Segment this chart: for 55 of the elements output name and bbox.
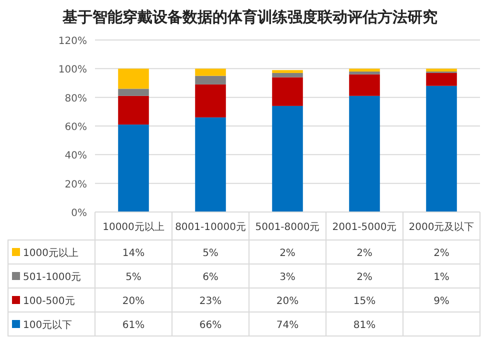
- data-label: 20%: [276, 296, 299, 307]
- data-label: 15%: [353, 296, 376, 307]
- bar: [195, 68, 226, 76]
- y-tick-label: 80%: [64, 93, 87, 104]
- legend-label: 501-1000元: [23, 272, 82, 283]
- x-tick-label: 2000元及以下: [408, 221, 474, 233]
- bar: [272, 77, 303, 106]
- data-label: 5%: [202, 248, 218, 259]
- legend-label: 1000元以上: [23, 247, 78, 259]
- x-tick-label: 10000元以上: [102, 221, 164, 233]
- data-label: 74%: [276, 320, 299, 331]
- data-label: 2%: [280, 248, 296, 259]
- bar: [426, 68, 457, 72]
- bar: [118, 96, 149, 125]
- legend-label: 100元以下: [23, 319, 72, 331]
- y-tick-label: 20%: [64, 179, 87, 190]
- bar: [118, 88, 149, 96]
- bar: [195, 84, 226, 118]
- bar: [195, 76, 226, 84]
- y-tick-label: 0%: [71, 208, 87, 219]
- bar: [426, 86, 457, 212]
- y-tick-label: 120%: [58, 36, 87, 47]
- data-label: 81%: [353, 320, 376, 331]
- y-tick-label: 100%: [58, 64, 87, 76]
- x-tick-label: 5001-8000元: [255, 222, 320, 233]
- bar: [349, 68, 380, 72]
- data-label: 20%: [122, 296, 145, 307]
- bar: [272, 72, 303, 78]
- data-label: 3%: [280, 272, 296, 283]
- bar: [349, 74, 380, 96]
- y-tick-label: 60%: [64, 122, 87, 133]
- y-tick-label: 40%: [64, 150, 87, 162]
- data-label: 9%: [434, 296, 450, 307]
- bar: [118, 68, 149, 89]
- data-label: 66%: [199, 320, 222, 331]
- x-tick-label: 8001-10000元: [175, 222, 246, 233]
- bar: [118, 124, 149, 212]
- x-tick-label: 2001-5000元: [332, 222, 397, 233]
- data-label: 2%: [434, 248, 450, 259]
- bar: [349, 96, 380, 212]
- bar: [272, 106, 303, 212]
- bar: [272, 70, 303, 73]
- data-label: 1%: [434, 272, 450, 283]
- data-label: 6%: [202, 272, 218, 283]
- bar: [349, 72, 380, 74]
- bar: [195, 117, 226, 212]
- data-label: 2%: [356, 248, 372, 259]
- bar: [426, 72, 457, 86]
- data-label: 2%: [356, 272, 372, 283]
- data-label: 14%: [122, 248, 145, 259]
- legend-label: 100-500元: [23, 296, 75, 307]
- chart-title: 基于智能穿戴设备数据的体育训练强度联动评估方法研究: [62, 8, 438, 26]
- data-label: 61%: [122, 320, 145, 331]
- data-label: 23%: [199, 296, 222, 307]
- data-label: 5%: [126, 272, 142, 283]
